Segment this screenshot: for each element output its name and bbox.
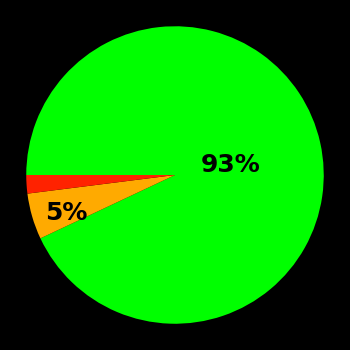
Wedge shape	[26, 175, 175, 194]
Wedge shape	[26, 26, 324, 324]
Wedge shape	[27, 175, 175, 238]
Text: 93%: 93%	[201, 153, 261, 176]
Text: 5%: 5%	[45, 202, 88, 225]
